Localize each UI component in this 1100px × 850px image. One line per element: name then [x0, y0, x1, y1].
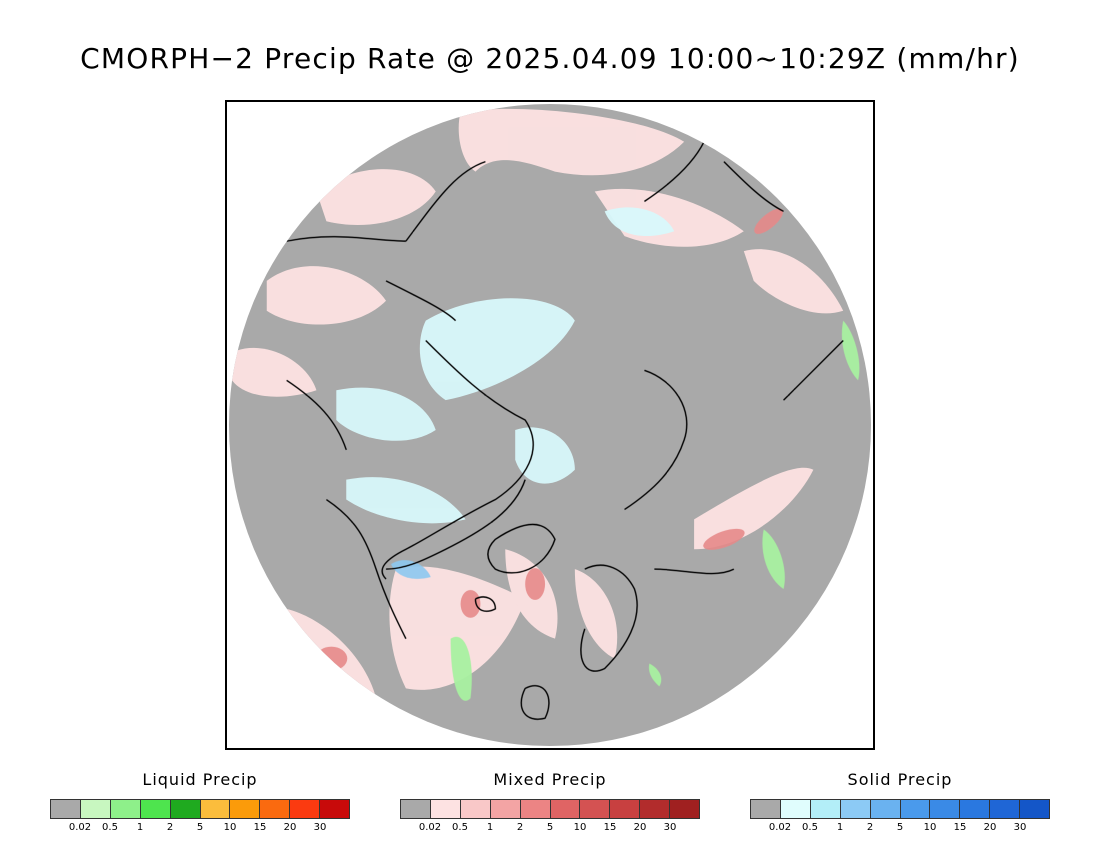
legend-solid-tick: 1 — [836, 822, 844, 833]
legend-liquid-colorbar — [50, 799, 350, 819]
legend-mixed-swatch — [670, 800, 700, 818]
legend-mixed-tick: 30 — [663, 822, 677, 833]
legend-solid-swatch — [930, 800, 961, 818]
map-svg — [228, 103, 872, 747]
legend-liquid-ticks: 0.02 0.5 1 2 5 10 15 20 30 — [50, 819, 350, 833]
legend-liquid-swatch — [260, 800, 291, 818]
legend-mixed-colorbar — [400, 799, 700, 819]
legend-mixed: Mixed Precip 0.02 0.5 1 2 5 10 15 20 30 — [400, 770, 700, 833]
coastlines — [286, 141, 844, 720]
legend-liquid-swatch — [320, 800, 350, 818]
legend-liquid-swatch — [110, 800, 141, 818]
legend-solid-swatch — [780, 800, 811, 818]
legend-solid-tick: 0.5 — [802, 822, 818, 833]
legend-mixed-swatch — [640, 800, 671, 818]
legend-solid-tick: 0.02 — [768, 822, 792, 833]
legend-liquid-tick: 10 — [223, 822, 237, 833]
precip-layer — [231, 108, 860, 720]
legend-solid-swatch — [990, 800, 1021, 818]
legend-liquid-tick: 0.02 — [68, 822, 92, 833]
legend-solid: Solid Precip 0.02 0.5 1 2 5 10 15 20 30 — [750, 770, 1050, 833]
map-disc — [228, 103, 872, 747]
legend-solid-tick: 10 — [923, 822, 937, 833]
solid-precip-moderate — [390, 560, 431, 579]
legend-solid-tick: 30 — [1013, 822, 1027, 833]
legend-liquid-swatch — [290, 800, 321, 818]
legend-liquid-swatch — [230, 800, 261, 818]
legend-liquid-swatch — [80, 800, 111, 818]
legend-solid-swatch — [960, 800, 991, 818]
legend-liquid-swatch — [51, 800, 81, 818]
legend-solid-swatch — [810, 800, 841, 818]
legend-liquid-tick: 5 — [196, 822, 204, 833]
legend-liquid-tick: 20 — [283, 822, 297, 833]
legend-solid-swatch — [1020, 800, 1050, 818]
legend-mixed-tick: 0.5 — [452, 822, 468, 833]
legend-mixed-swatch — [490, 800, 521, 818]
legend-solid-colorbar — [750, 799, 1050, 819]
legend-mixed-tick: 2 — [516, 822, 524, 833]
polar-precip-map — [225, 100, 875, 750]
legend-mixed-tick: 20 — [633, 822, 647, 833]
legend-solid-swatch — [840, 800, 871, 818]
legend-solid-tick: 2 — [866, 822, 874, 833]
legend-mixed-tick: 10 — [573, 822, 587, 833]
legend-mixed-swatch — [430, 800, 461, 818]
legend-mixed-tick: 1 — [486, 822, 494, 833]
legend-solid-tick: 5 — [896, 822, 904, 833]
legend-liquid-swatch — [140, 800, 171, 818]
legend-liquid-swatch — [170, 800, 201, 818]
legend-mixed-label: Mixed Precip — [493, 770, 607, 789]
legend-liquid: Liquid Precip 0.02 0.5 1 2 5 10 15 20 30 — [50, 770, 350, 833]
legend-solid-swatch — [870, 800, 901, 818]
legend-mixed-tick: 15 — [603, 822, 617, 833]
legend-solid-tick: 20 — [983, 822, 997, 833]
legend-mixed-ticks: 0.02 0.5 1 2 5 10 15 20 30 — [400, 819, 700, 833]
legend-mixed-swatch — [610, 800, 641, 818]
legend-liquid-label: Liquid Precip — [142, 770, 258, 789]
legend-liquid-tick: 2 — [166, 822, 174, 833]
legend-solid-swatch — [751, 800, 781, 818]
legend-mixed-swatch — [401, 800, 431, 818]
legend-mixed-swatch — [520, 800, 551, 818]
legend-mixed-tick: 0.02 — [418, 822, 442, 833]
legend-solid-tick: 15 — [953, 822, 967, 833]
legend-liquid-swatch — [200, 800, 231, 818]
legend-liquid-tick: 1 — [136, 822, 144, 833]
legend-solid-ticks: 0.02 0.5 1 2 5 10 15 20 30 — [750, 819, 1050, 833]
solid-precip-areas — [336, 207, 675, 524]
legend-liquid-tick: 30 — [313, 822, 327, 833]
legend-mixed-tick: 5 — [546, 822, 554, 833]
legend-solid-swatch — [900, 800, 931, 818]
legend-liquid-tick: 0.5 — [102, 822, 118, 833]
legend-mixed-swatch — [580, 800, 611, 818]
legend-liquid-tick: 15 — [253, 822, 267, 833]
legend-solid-label: Solid Precip — [847, 770, 953, 789]
legend-mixed-swatch — [550, 800, 581, 818]
liquid-precip-areas — [450, 320, 860, 701]
legend-mixed-swatch — [460, 800, 491, 818]
chart-title: CMORPH−2 Precip Rate @ 2025.04.09 10:00~… — [80, 42, 1020, 75]
